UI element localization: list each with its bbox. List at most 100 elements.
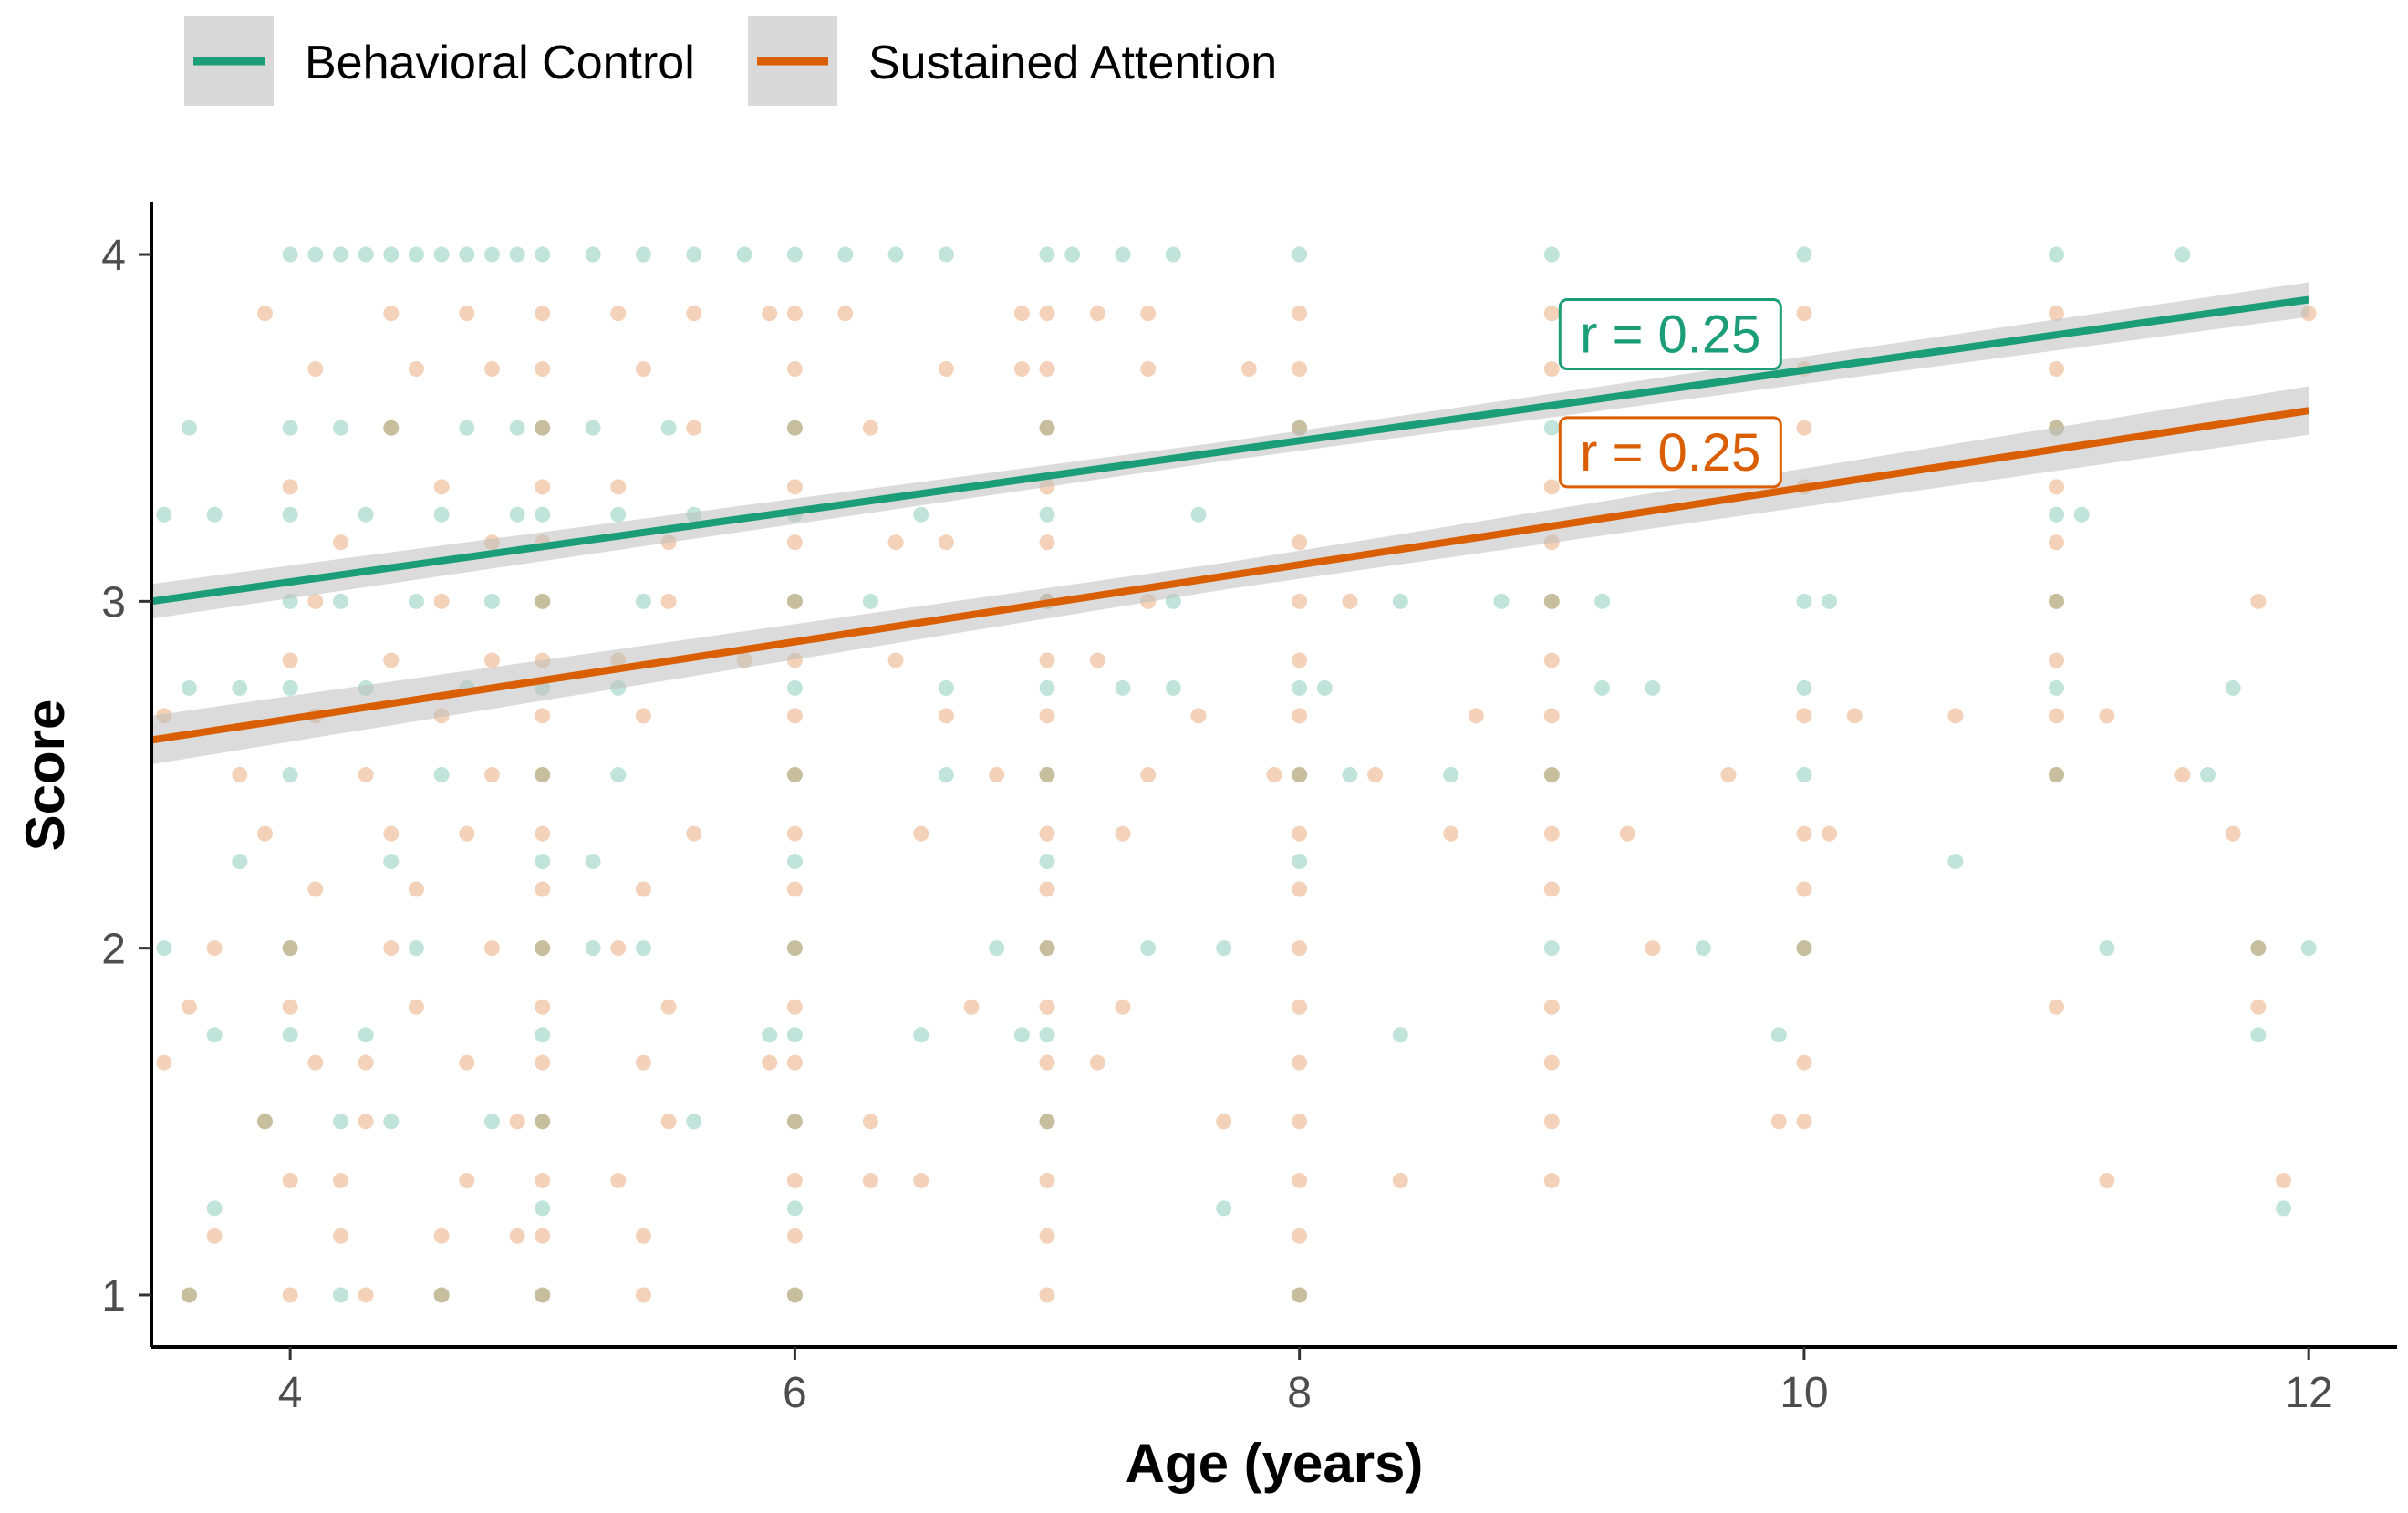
point-behavioral-control	[1594, 593, 1611, 609]
point-sustained-attention	[282, 940, 298, 957]
point-sustained-attention	[938, 534, 954, 551]
point-behavioral-control	[2174, 246, 2191, 263]
point-sustained-attention	[1342, 593, 1358, 609]
point-sustained-attention	[2049, 361, 2065, 378]
point-behavioral-control	[1039, 420, 1055, 436]
point-behavioral-control	[483, 593, 500, 609]
regression-line-behavioral-control	[150, 295, 2309, 606]
point-sustained-attention	[1543, 652, 1560, 668]
point-sustained-attention	[2049, 652, 2065, 668]
point-sustained-attention	[1543, 767, 1560, 782]
point-sustained-attention	[1013, 361, 1030, 378]
point-sustained-attention	[282, 1172, 298, 1188]
point-sustained-attention	[1292, 1287, 1308, 1303]
point-sustained-attention	[610, 1172, 627, 1188]
point-sustained-attention	[535, 1228, 551, 1244]
point-sustained-attention	[1796, 940, 1812, 957]
point-behavioral-control	[383, 246, 400, 263]
point-behavioral-control	[1543, 940, 1560, 957]
point-behavioral-control	[1645, 679, 1661, 696]
point-sustained-attention	[887, 534, 904, 551]
point-sustained-attention	[938, 708, 954, 724]
point-sustained-attention	[786, 479, 803, 495]
x-tick-label: 4	[278, 1369, 303, 1417]
point-behavioral-control	[1796, 940, 1812, 957]
point-behavioral-control	[862, 593, 878, 609]
point-behavioral-control	[1190, 506, 1207, 523]
point-behavioral-control	[282, 679, 298, 696]
point-behavioral-control	[585, 246, 601, 263]
point-sustained-attention	[1468, 708, 1484, 724]
point-behavioral-control	[282, 940, 298, 957]
point-behavioral-control	[887, 246, 904, 263]
point-sustained-attention	[383, 940, 400, 957]
point-sustained-attention	[1443, 825, 1459, 842]
point-behavioral-control	[433, 246, 450, 263]
point-sustained-attention	[1292, 361, 1308, 378]
point-sustained-attention	[1039, 1172, 1055, 1188]
point-behavioral-control	[459, 420, 475, 436]
point-behavioral-control	[1039, 854, 1055, 870]
point-sustained-attention	[1039, 361, 1055, 378]
point-sustained-attention	[786, 1172, 803, 1188]
point-sustained-attention	[1543, 1172, 1560, 1188]
point-sustained-attention	[282, 479, 298, 495]
point-sustained-attention	[786, 1228, 803, 1244]
point-sustained-attention	[786, 420, 803, 436]
point-sustained-attention	[2276, 1172, 2292, 1188]
point-behavioral-control	[181, 1287, 197, 1303]
point-behavioral-control	[585, 854, 601, 870]
point-sustained-attention	[786, 881, 803, 897]
point-behavioral-control	[686, 1114, 702, 1130]
point-sustained-attention	[282, 999, 298, 1015]
point-sustained-attention	[483, 652, 500, 668]
point-behavioral-control	[1392, 593, 1408, 609]
point-sustained-attention	[383, 825, 400, 842]
point-sustained-attention	[1039, 1054, 1055, 1071]
point-sustained-attention	[1846, 708, 1863, 724]
point-sustained-attention	[307, 593, 324, 609]
point-sustained-attention	[1292, 1172, 1308, 1188]
point-behavioral-control	[232, 679, 248, 696]
point-behavioral-control	[256, 1114, 273, 1130]
point-behavioral-control	[535, 940, 551, 957]
point-sustained-attention	[256, 306, 273, 322]
point-sustained-attention	[459, 825, 475, 842]
point-sustained-attention	[1039, 1228, 1055, 1244]
point-sustained-attention	[786, 999, 803, 1015]
point-behavioral-control	[383, 854, 400, 870]
regression-line-sustained-attention	[150, 407, 2309, 744]
r-label-box-behavioral-control	[1558, 298, 1782, 371]
point-behavioral-control	[535, 1287, 551, 1303]
point-sustained-attention	[1392, 1172, 1408, 1188]
point-sustained-attention	[887, 652, 904, 668]
point-sustained-attention	[181, 999, 197, 1015]
point-behavioral-control	[2049, 506, 2065, 523]
point-sustained-attention	[1292, 1228, 1308, 1244]
point-sustained-attention	[433, 1287, 450, 1303]
point-sustained-attention	[307, 1054, 324, 1071]
point-sustained-attention	[786, 534, 803, 551]
point-sustained-attention	[1240, 361, 1257, 378]
point-behavioral-control	[786, 1114, 803, 1130]
point-behavioral-control	[1115, 679, 1131, 696]
point-sustained-attention	[408, 999, 424, 1015]
point-behavioral-control	[433, 767, 450, 782]
point-sustained-attention	[282, 1287, 298, 1303]
point-behavioral-control	[1064, 246, 1081, 263]
point-sustained-attention	[1619, 825, 1635, 842]
point-behavioral-control	[786, 1200, 803, 1217]
point-sustained-attention	[1543, 881, 1560, 897]
point-sustained-attention	[1190, 708, 1207, 724]
point-sustained-attention	[535, 479, 551, 495]
point-behavioral-control	[282, 767, 298, 782]
point-sustained-attention	[383, 306, 400, 322]
point-behavioral-control	[1543, 767, 1560, 782]
point-behavioral-control	[206, 506, 223, 523]
point-sustained-attention	[1292, 534, 1308, 551]
point-behavioral-control	[535, 246, 551, 263]
r-label-behavioral-control: r = 0.25	[1580, 306, 1760, 365]
point-behavioral-control	[282, 506, 298, 523]
legend-label-behavioral-control: Behavioral Control	[305, 36, 695, 89]
point-sustained-attention	[786, 593, 803, 609]
